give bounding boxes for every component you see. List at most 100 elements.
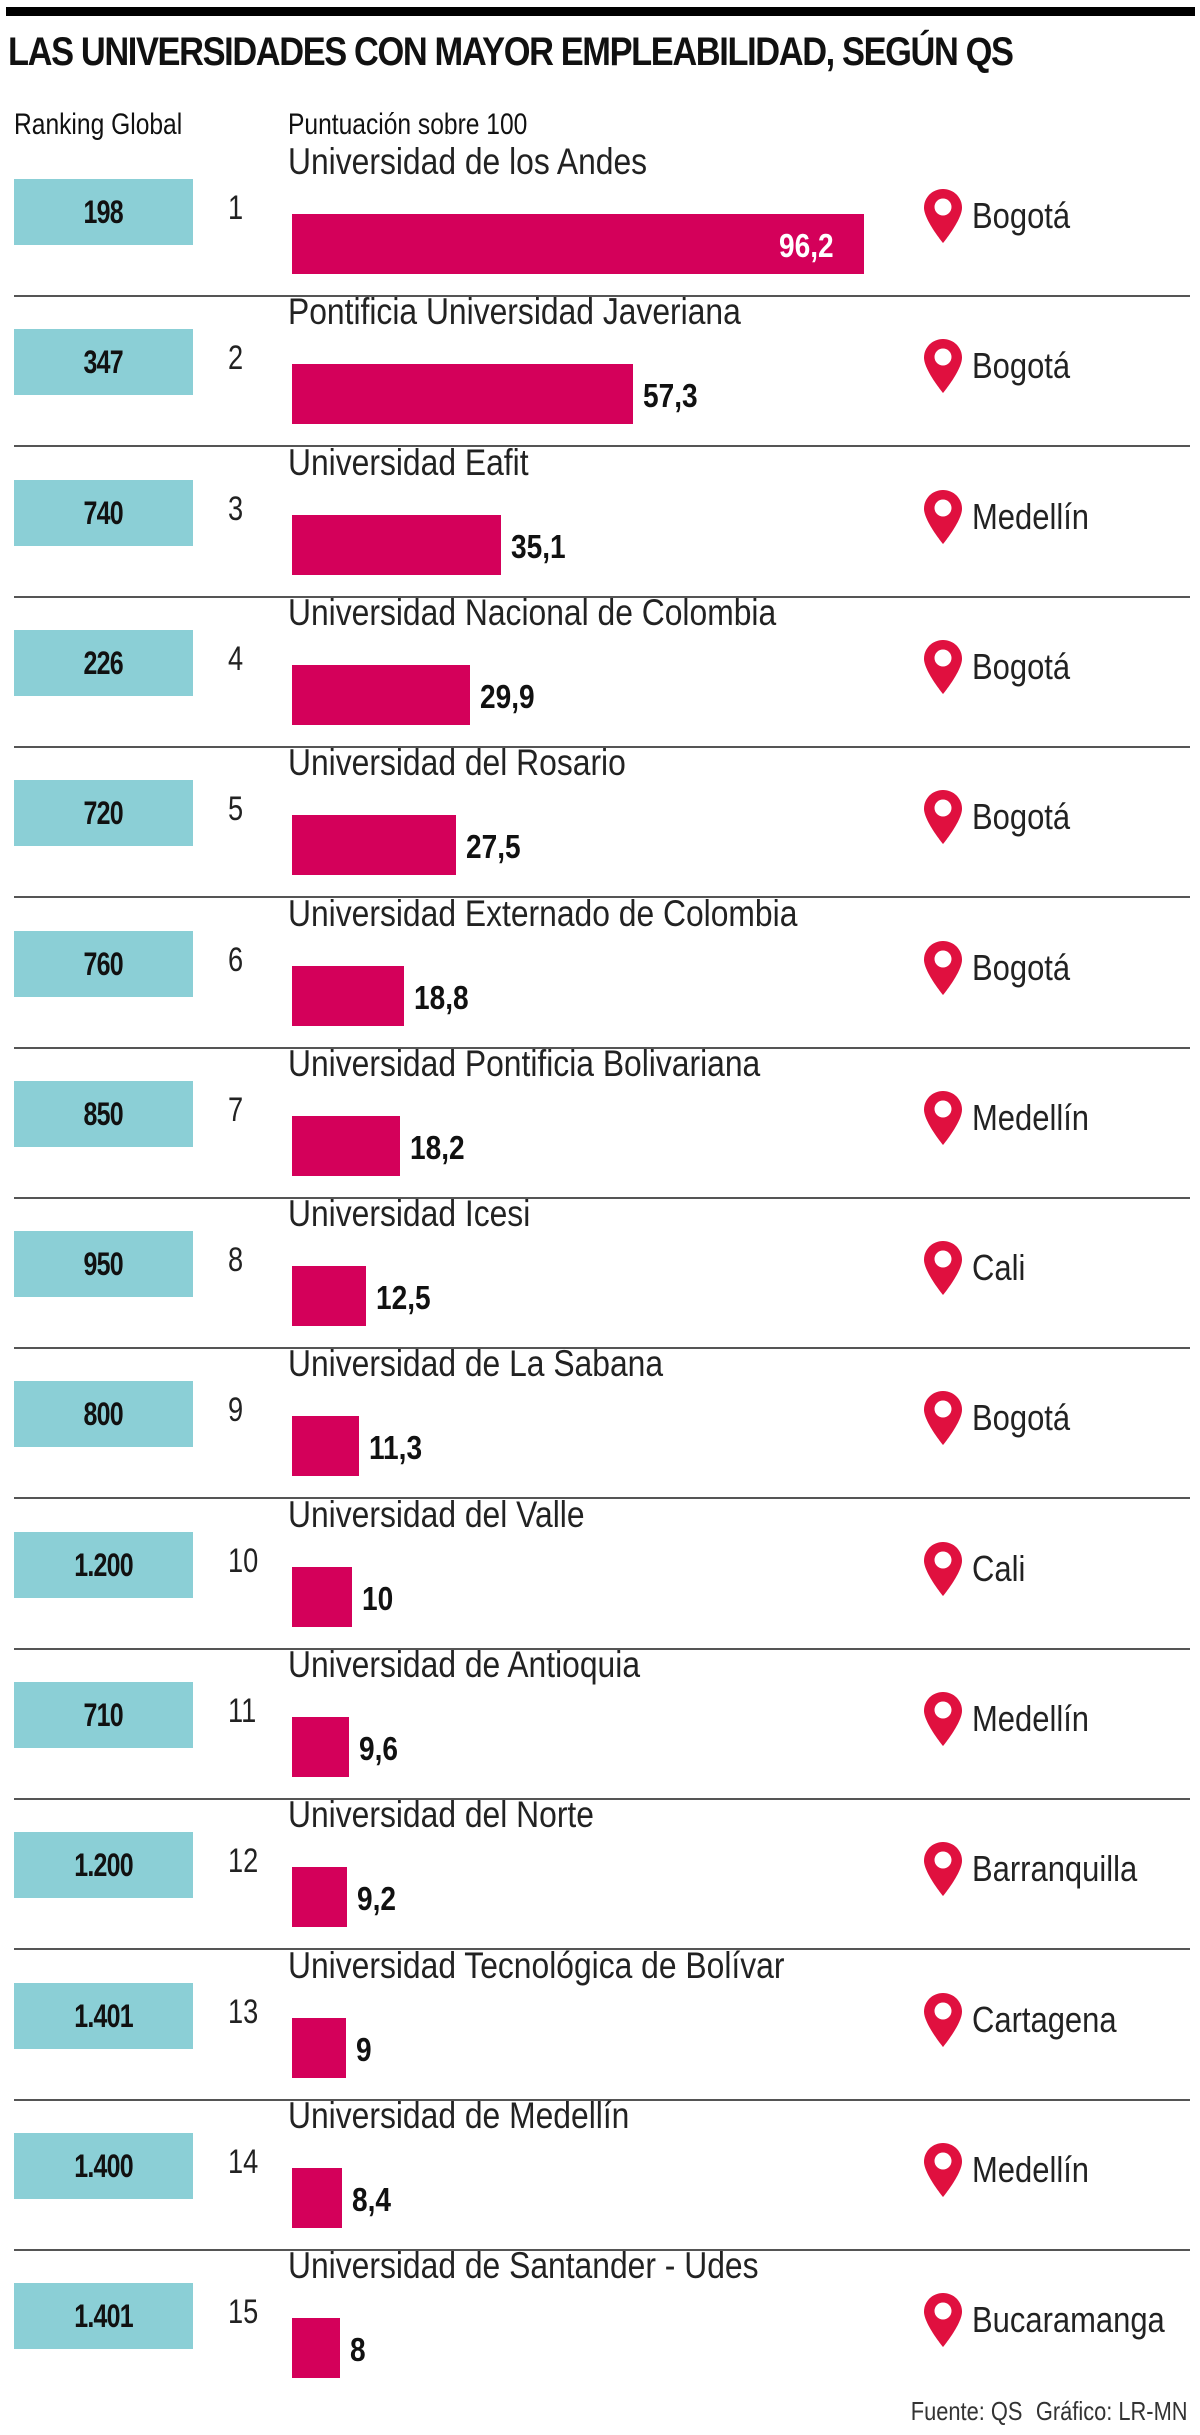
map-pin-icon (924, 189, 962, 243)
position-number: 9 (228, 1391, 244, 1429)
score-bar (292, 364, 633, 424)
university-name: Universidad Tecnológica de Bolívar (288, 1945, 785, 1986)
university-name: Universidad Nacional de Colombia (288, 592, 777, 633)
global-ranking-badge: 710 (14, 1682, 193, 1748)
global-ranking-badge: 1.401 (14, 2283, 193, 2349)
credit-note: Gráfico: LR-MN (1036, 2396, 1188, 2426)
global-ranking-value: 226 (83, 644, 124, 681)
global-ranking-value: 720 (83, 794, 124, 831)
score-bar (292, 1116, 400, 1176)
city-name: Medellín (972, 1097, 1090, 1138)
table-row: 710 11 Universidad de Antioquia 9,6 Medellín (0, 1644, 1200, 1832)
row-divider (14, 295, 1190, 297)
position-number: 1 (228, 189, 244, 227)
score-header: Puntuación sobre 100 (288, 108, 528, 141)
university-name: Universidad de los Andes (288, 141, 648, 182)
city-location: Cartagena (924, 1993, 1140, 2047)
global-ranking-value: 1.200 (74, 1846, 133, 1883)
score-value: 29,9 (480, 678, 535, 715)
city-location: Medellín (924, 1692, 1108, 1746)
table-row: 1.200 12 Universidad del Norte 9,2 Barranqui… (0, 1794, 1200, 1982)
city-name: Cali (972, 1247, 1026, 1288)
row-divider (14, 2099, 1190, 2101)
global-ranking-badge: 1.200 (14, 1832, 193, 1898)
score-bar (292, 515, 501, 575)
city-name: Bogotá (972, 345, 1071, 386)
score-value: 18,8 (414, 979, 469, 1016)
position-number: 3 (228, 490, 244, 528)
score-value: 57,3 (643, 377, 698, 414)
university-name: Universidad de Santander - Udes (288, 2245, 759, 2286)
row-divider (14, 1347, 1190, 1349)
map-pin-icon (924, 1542, 962, 1596)
top-rule (6, 7, 1195, 16)
score-bar (292, 1567, 352, 1627)
city-name: Cartagena (972, 1999, 1117, 2040)
row-divider (14, 746, 1190, 748)
score-bar (292, 2318, 340, 2378)
row-divider (14, 1798, 1190, 1800)
city-location: Bogotá (924, 1391, 1086, 1445)
position-number: 2 (228, 339, 244, 377)
map-pin-icon (924, 1091, 962, 1145)
row-divider (14, 596, 1190, 598)
score-value: 9,2 (357, 1880, 396, 1917)
position-number: 8 (228, 1241, 244, 1279)
map-pin-icon (924, 490, 962, 544)
city-location: Bogotá (924, 640, 1086, 694)
score-value: 8 (350, 2331, 366, 2368)
global-ranking-badge: 1.401 (14, 1983, 193, 2049)
city-name: Barranquilla (972, 1848, 1138, 1889)
university-name: Universidad del Valle (288, 1494, 585, 1535)
score-bar (292, 665, 470, 725)
chart-title: LAS UNIVERSIDADES CON MAYOR EMPLEABILIDA… (8, 30, 1014, 74)
position-number: 6 (228, 941, 244, 979)
map-pin-icon (924, 1241, 962, 1295)
university-name: Universidad del Norte (288, 1794, 594, 1835)
city-name: Medellín (972, 1698, 1090, 1739)
score-value: 96,2 (779, 227, 834, 264)
score-value: 9,6 (359, 1730, 398, 1767)
university-name: Universidad de Antioquia (288, 1644, 641, 1685)
footer: Fuente: QS Gráfico: LR-MN (911, 2396, 1188, 2427)
row-divider (14, 1197, 1190, 1199)
university-name: Pontificia Universidad Javeriana (288, 291, 741, 332)
global-ranking-badge: 226 (14, 630, 193, 696)
row-divider (14, 896, 1190, 898)
table-row: 226 4 Universidad Nacional de Colombia 29,9… (0, 592, 1200, 780)
position-number: 15 (228, 2293, 259, 2331)
table-row: 800 9 Universidad de La Sabana 11,3 Bogotá (0, 1343, 1200, 1531)
score-bar (292, 2168, 342, 2228)
map-pin-icon (924, 1391, 962, 1445)
global-ranking-badge: 950 (14, 1231, 193, 1297)
ranking-global-header: Ranking Global (14, 108, 183, 141)
score-value: 27,5 (466, 828, 521, 865)
map-pin-icon (924, 1692, 962, 1746)
position-number: 13 (228, 1993, 259, 2031)
city-name: Cali (972, 1548, 1026, 1589)
city-location: Bogotá (924, 941, 1086, 995)
city-name: Medellín (972, 496, 1090, 537)
city-location: Bogotá (924, 339, 1086, 393)
row-divider (14, 1948, 1190, 1950)
row-divider (14, 1047, 1190, 1049)
position-number: 4 (228, 640, 244, 678)
map-pin-icon (924, 790, 962, 844)
table-row: 850 7 Universidad Pontificia Bolivariana 18… (0, 1043, 1200, 1231)
map-pin-icon (924, 2293, 962, 2347)
global-ranking-value: 1.400 (74, 2147, 133, 2184)
city-location: Bogotá (924, 790, 1086, 844)
position-number: 12 (228, 1842, 259, 1880)
city-location: Cali (924, 1241, 1034, 1295)
city-name: Bogotá (972, 796, 1071, 837)
map-pin-icon (924, 941, 962, 995)
position-number: 14 (228, 2143, 259, 2181)
city-name: Bogotá (972, 947, 1071, 988)
score-bar (292, 815, 456, 875)
score-value: 8,4 (352, 2181, 391, 2218)
global-ranking-value: 710 (83, 1696, 124, 1733)
position-number: 10 (228, 1542, 259, 1580)
row-divider (14, 1648, 1190, 1650)
city-name: Bogotá (972, 1397, 1071, 1438)
global-ranking-value: 1.401 (74, 2297, 133, 2334)
